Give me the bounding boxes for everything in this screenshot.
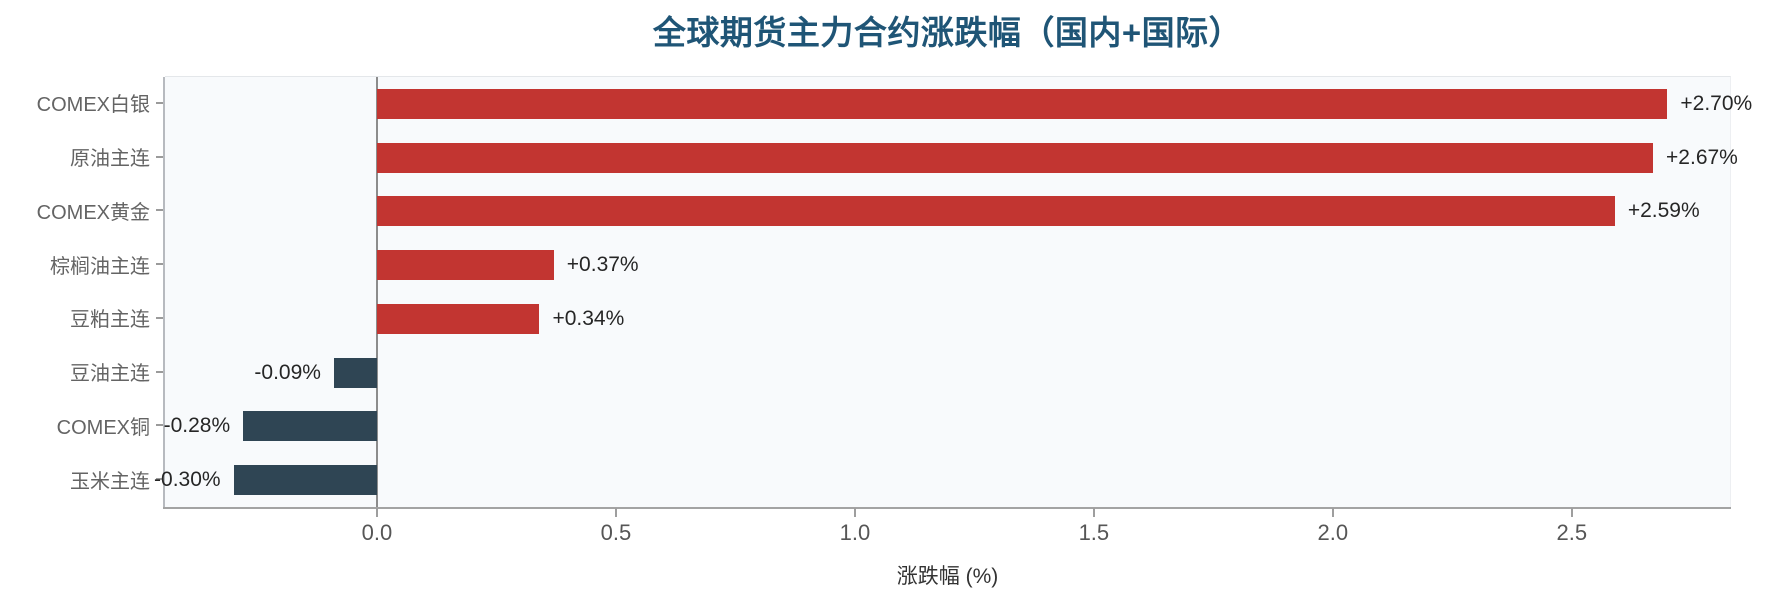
category-label-COMEX白银: COMEX白银 [36, 94, 150, 117]
bar-COMEX白银 [376, 88, 1668, 119]
x-tick-mark [614, 508, 617, 517]
category-label-豆油主连: 豆油主连 [70, 363, 150, 386]
zero-line [375, 77, 378, 507]
x-tick-mark [1570, 508, 1573, 517]
y-axis-line [163, 77, 165, 507]
x-axis-line [163, 507, 1731, 509]
bar-COMEX黄金 [376, 196, 1615, 227]
bar-棕榈油主连 [376, 250, 554, 281]
y-tick-mark [156, 424, 165, 427]
bar-value-label: -0.09% [254, 360, 321, 384]
y-tick-mark [156, 263, 165, 266]
y-tick-mark [156, 155, 165, 158]
x-tick-label: 2.0 [1317, 520, 1349, 545]
y-tick-mark [156, 316, 165, 319]
x-tick-mark [375, 508, 378, 517]
bar-value-label: +2.59% [1627, 199, 1700, 223]
bar-原油主连 [376, 142, 1654, 173]
y-tick-mark [156, 209, 165, 212]
category-label-COMEX黄金: COMEX黄金 [36, 201, 150, 224]
y-axis-category-labels: COMEX白银原油主连 COMEX黄金棕榈油主连豆粕主连豆油主连 COMEX铜玉米主… [0, 76, 165, 506]
bar-玉米主连 [233, 465, 377, 496]
x-tick-label: 1.0 [839, 520, 871, 545]
bar-value-label: -0.30% [154, 468, 221, 492]
bar-COMEX铜 [243, 411, 377, 442]
bar-value-label: +0.34% [552, 306, 625, 330]
x-tick-label: 0.0 [361, 520, 393, 545]
bar-value-label: +0.37% [566, 253, 639, 277]
bar-豆粕主连 [376, 303, 540, 334]
category-label-豆粕主连: 豆粕主连 [70, 309, 150, 332]
x-tick-label: 2.5 [1556, 520, 1588, 545]
x-tick-mark [1331, 508, 1334, 517]
category-label-原油主连: 原油主连 [70, 148, 150, 171]
x-tick-label: 0.5 [600, 520, 632, 545]
plot-area: +2.70% +2.67% +2.59% +0.37% +0.34% -0.09% -0.2… [154, 76, 1752, 509]
y-tick-mark [156, 101, 165, 104]
bar-value-label: +2.67% [1666, 145, 1738, 169]
category-label-棕榈油主连: 棕榈油主连 [50, 255, 150, 278]
chart-title: 全球期货主力合约涨跌幅（国内+国际） [652, 14, 1243, 51]
y-tick-mark [156, 478, 165, 481]
x-axis: 0.0 0.5 1.0 1.5 2.0 2.5 [165, 506, 1730, 558]
x-tick-mark [1092, 508, 1095, 517]
bar-value-label: -0.28% [163, 414, 231, 438]
bar-豆油主连 [333, 357, 377, 388]
x-tick-label: 1.5 [1078, 520, 1110, 545]
y-tick-mark [156, 370, 165, 373]
category-label-COMEX铜: COMEX铜 [56, 416, 150, 439]
x-tick-mark [853, 508, 856, 517]
category-label-玉米主连: 玉米主连 [70, 470, 150, 493]
x-axis-title: 涨跌幅 (%) [896, 565, 999, 588]
bar-value-label: +2.70% [1680, 91, 1753, 115]
